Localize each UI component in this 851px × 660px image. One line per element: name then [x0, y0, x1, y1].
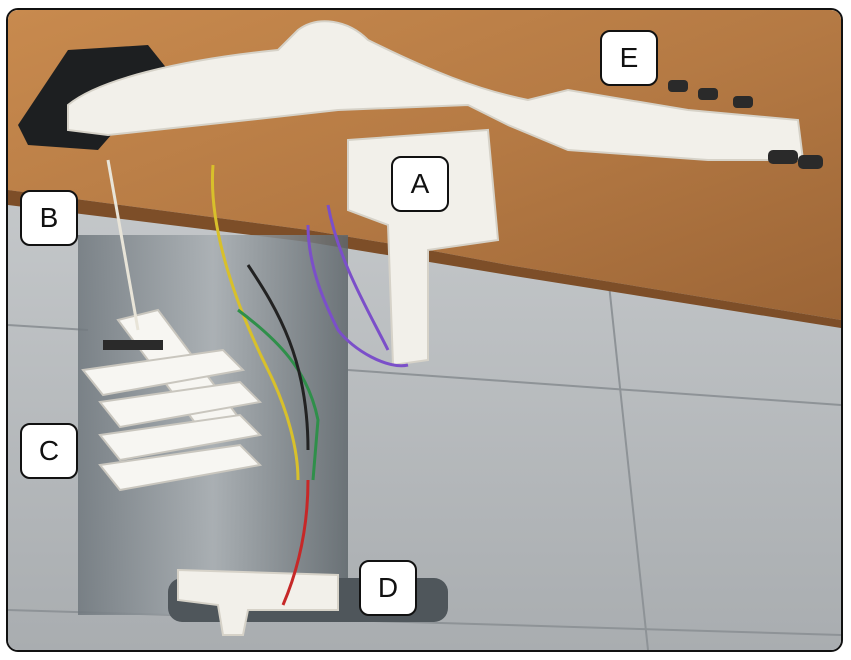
label-a: A	[391, 156, 449, 212]
wire-red	[281, 479, 310, 606]
label-d: D	[359, 560, 417, 616]
wire-purple-2	[326, 204, 390, 351]
photo-frame	[6, 8, 843, 652]
hand-fingers	[668, 80, 823, 169]
tendon-string	[106, 159, 140, 331]
arm-body	[67, 20, 805, 161]
mount-bracket	[347, 128, 500, 367]
label-b: B	[20, 190, 78, 246]
wire-purple	[306, 224, 409, 368]
prosthetic-arm-photo	[8, 10, 841, 650]
wire-green	[237, 308, 320, 481]
label-e: E	[600, 30, 658, 86]
base-clamp	[177, 568, 339, 636]
wire-yellow	[210, 164, 300, 481]
bellows-actuator	[81, 308, 263, 492]
label-c: C	[20, 423, 78, 479]
wire-black	[246, 264, 310, 451]
